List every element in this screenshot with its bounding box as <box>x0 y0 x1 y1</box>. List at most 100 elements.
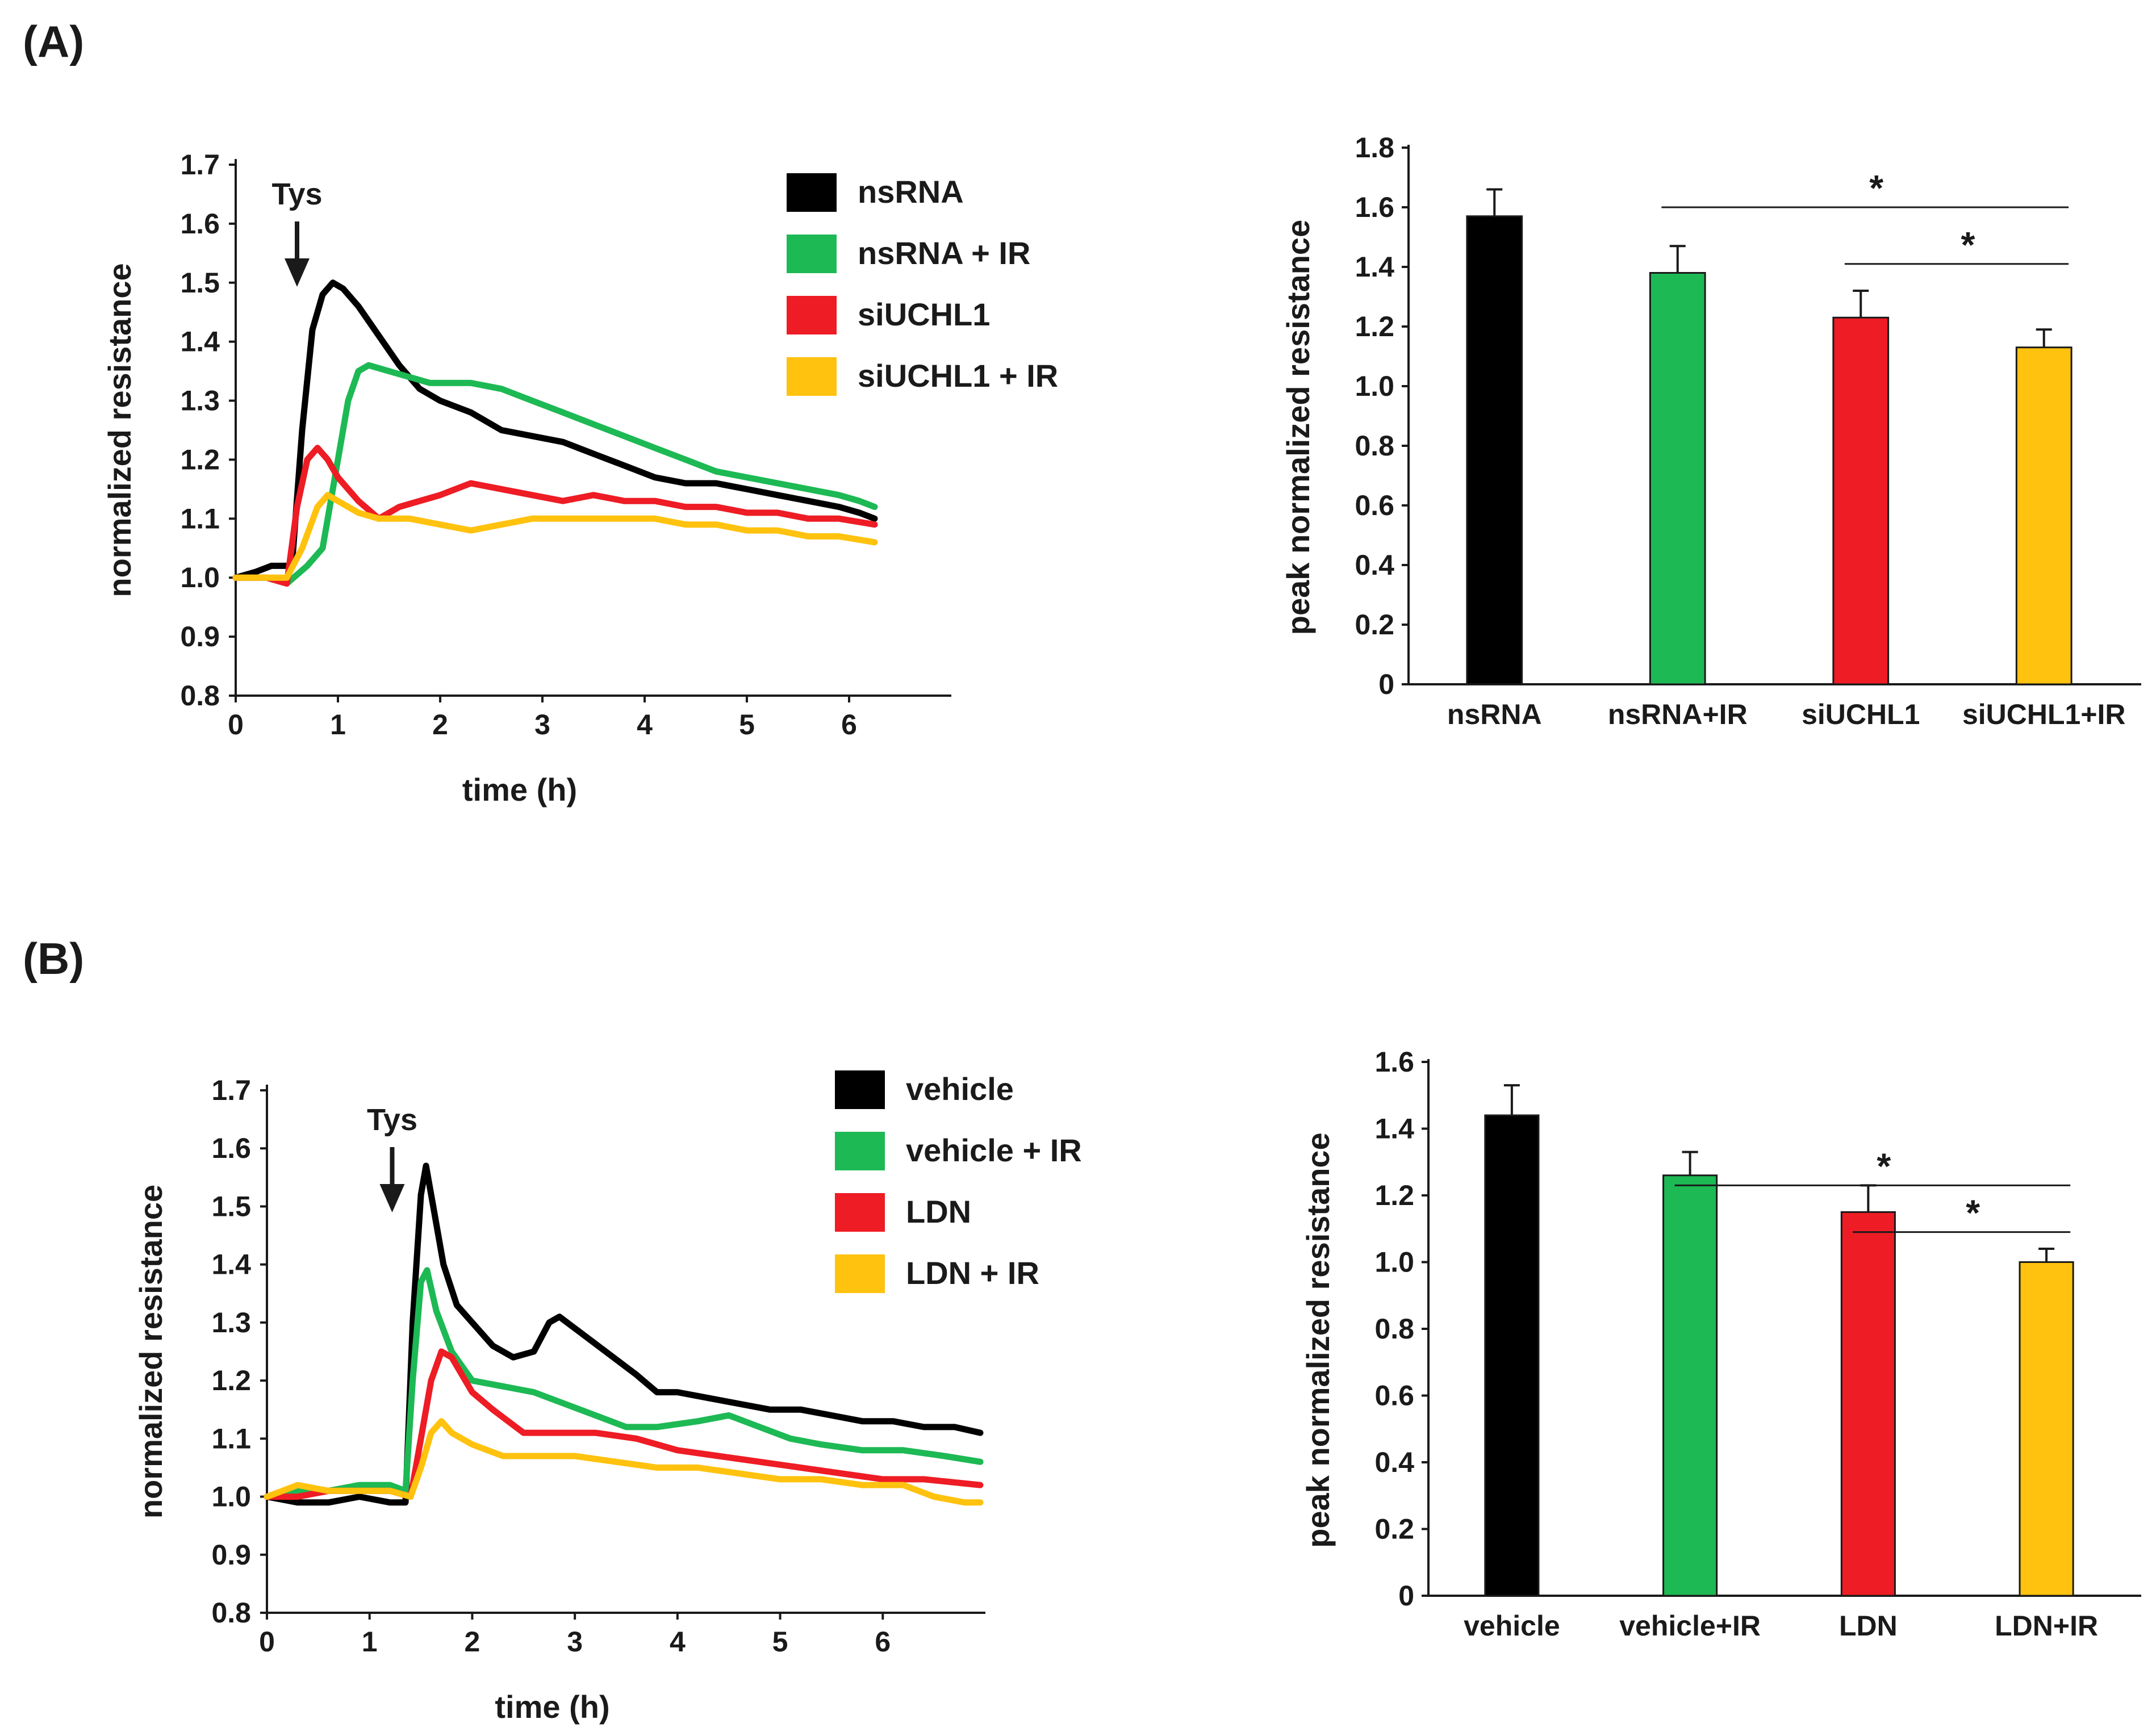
legend-swatch <box>787 296 837 334</box>
y-tick-label: 0.4 <box>1355 549 1394 581</box>
chart-a-line: 0.8 0.9 1.0 1.1 1.2 1.3 1.4 1.5 1.6 1.7 0 1 2 3 4 5 6 tim… <box>102 149 1058 808</box>
y-tick-label: 0.9 <box>211 1539 251 1571</box>
bar-ldn-ir <box>2019 1261 2074 1597</box>
y-tick-label: 0.6 <box>1374 1380 1414 1412</box>
y-tick-label: 1.6 <box>1355 191 1394 223</box>
chart-b-bar: 0 0.2 0.4 0.6 0.8 1.0 1.2 1.4 1.6 peak normalized… <box>1300 1046 2141 1642</box>
legend-label: LDN <box>906 1194 971 1229</box>
x-tick-label: 3 <box>534 709 550 741</box>
y-tick-label: 1.0 <box>1355 370 1394 402</box>
legend-swatch <box>787 173 837 212</box>
category-label: nsRNA <box>1447 698 1542 730</box>
category-label: vehicle+IR <box>1619 1610 1761 1642</box>
x-tick-label: 1 <box>362 1626 378 1658</box>
x-tick-label: 5 <box>739 709 755 741</box>
chart-b-line: 0.8 0.9 1.0 1.1 1.2 1.3 1.4 1.5 1.6 1.7 0 1 2 3 4 5 6 tim… <box>133 1070 1082 1725</box>
y-tick-label: 1.3 <box>211 1307 251 1338</box>
y-axis-title: normalized resistance <box>102 263 137 597</box>
x-tick-label: 6 <box>841 709 857 741</box>
legend-label: siUCHL1 <box>858 296 990 332</box>
y-tick-label: 1.2 <box>1355 311 1394 342</box>
legend-label: nsRNA + IR <box>858 235 1030 271</box>
y-axis-title: normalized resistance <box>133 1185 169 1519</box>
y-tick-label: 0.8 <box>211 1597 251 1629</box>
category-label: LDN <box>1839 1610 1898 1642</box>
significance-star: * <box>1966 1193 1980 1233</box>
y-tick-label: 1.0 <box>1374 1246 1414 1278</box>
x-tick-label: 0 <box>228 709 244 741</box>
significance-star: * <box>1961 224 1975 265</box>
y-tick-label: 0.8 <box>1374 1313 1414 1345</box>
y-tick-label: 1.6 <box>211 1132 251 1164</box>
panel-label-b: (B) <box>23 934 84 984</box>
y-tick-label: 1.0 <box>211 1481 251 1513</box>
series-line-1 <box>232 362 878 587</box>
x-tick-label: 3 <box>567 1626 583 1658</box>
legend-swatch <box>835 1070 885 1109</box>
panel-label-a: (A) <box>23 16 84 66</box>
bar-nsrna-ir <box>1649 272 1706 685</box>
category-label: siUCHL1 <box>1802 698 1920 730</box>
down-arrow-icon <box>379 1147 405 1212</box>
legend-swatch <box>787 357 837 396</box>
x-tick-label: 4 <box>670 1626 686 1658</box>
y-tick-label: 0.2 <box>1374 1513 1414 1545</box>
y-tick-label: 1.0 <box>180 562 220 593</box>
bar-vehicle <box>1484 1114 1540 1597</box>
y-tick-label: 0 <box>1398 1580 1414 1612</box>
y-tick-label: 0.9 <box>180 621 220 652</box>
legend-swatch <box>787 235 837 273</box>
category-label: siUCHL1+IR <box>1962 698 2126 730</box>
x-tick-label: 5 <box>772 1626 788 1658</box>
arrow-head <box>285 258 310 287</box>
arrow-head <box>379 1184 405 1212</box>
y-tick-label: 1.1 <box>211 1423 251 1454</box>
series-line-0 <box>232 279 878 581</box>
bar-ldn <box>1840 1211 1896 1597</box>
x-axis-title: time (h) <box>462 772 577 808</box>
y-tick-label: 0.6 <box>1355 490 1394 521</box>
category-label: vehicle <box>1464 1610 1560 1642</box>
tys-annotation: Tys <box>367 1103 417 1137</box>
bar-siuchl1 <box>1832 316 1890 685</box>
y-tick-label: 1.4 <box>1355 251 1394 283</box>
category-label: nsRNA+IR <box>1608 698 1748 730</box>
y-tick-label: 1.2 <box>211 1365 251 1396</box>
legend-swatch <box>835 1132 885 1170</box>
y-tick-label: 0.2 <box>1355 609 1394 641</box>
y-tick-label: 1.4 <box>1374 1113 1414 1145</box>
legend-swatch <box>835 1254 885 1293</box>
y-axis-title: peak normalized resistance <box>1300 1132 1336 1547</box>
series-line-3 <box>232 492 878 581</box>
category-label: LDN+IR <box>1995 1610 2098 1642</box>
y-tick-label: 1.5 <box>180 267 220 299</box>
x-axis-title: time (h) <box>495 1689 609 1725</box>
y-tick-label: 1.7 <box>211 1074 251 1106</box>
legend-swatch <box>835 1193 885 1232</box>
y-tick-label: 1.5 <box>211 1190 251 1222</box>
legend-label: vehicle <box>906 1071 1014 1107</box>
y-tick-label: 1.7 <box>180 149 220 181</box>
x-tick-label: 2 <box>432 709 448 741</box>
y-tick-label: 1.8 <box>1355 132 1394 164</box>
y-tick-label: 1.2 <box>180 444 220 475</box>
bar-nsrna <box>1466 215 1523 685</box>
y-tick-label: 0.8 <box>180 680 220 712</box>
y-tick-label: 0 <box>1378 668 1394 700</box>
significance-star: * <box>1869 168 1883 208</box>
y-tick-label: 1.4 <box>211 1249 251 1281</box>
tys-annotation: Tys <box>271 177 322 211</box>
y-tick-label: 1.4 <box>180 326 220 358</box>
chart-a-bar: 0 0.2 0.4 0.6 0.8 1.0 1.2 1.4 1.6 1.8 peak normali… <box>1280 132 2141 730</box>
y-tick-label: 1.1 <box>180 503 220 534</box>
bar-vehicle-ir <box>1662 1174 1718 1597</box>
x-tick-label: 4 <box>637 709 653 741</box>
down-arrow-icon <box>285 221 310 287</box>
y-tick-label: 1.6 <box>180 208 220 240</box>
legend-label: vehicle + IR <box>906 1132 1082 1168</box>
y-tick-label: 1.3 <box>180 385 220 417</box>
legend-label: nsRNA <box>858 174 964 210</box>
series-line-2 <box>232 445 878 587</box>
y-tick-label: 1.6 <box>1374 1046 1414 1078</box>
x-tick-label: 2 <box>465 1626 480 1658</box>
